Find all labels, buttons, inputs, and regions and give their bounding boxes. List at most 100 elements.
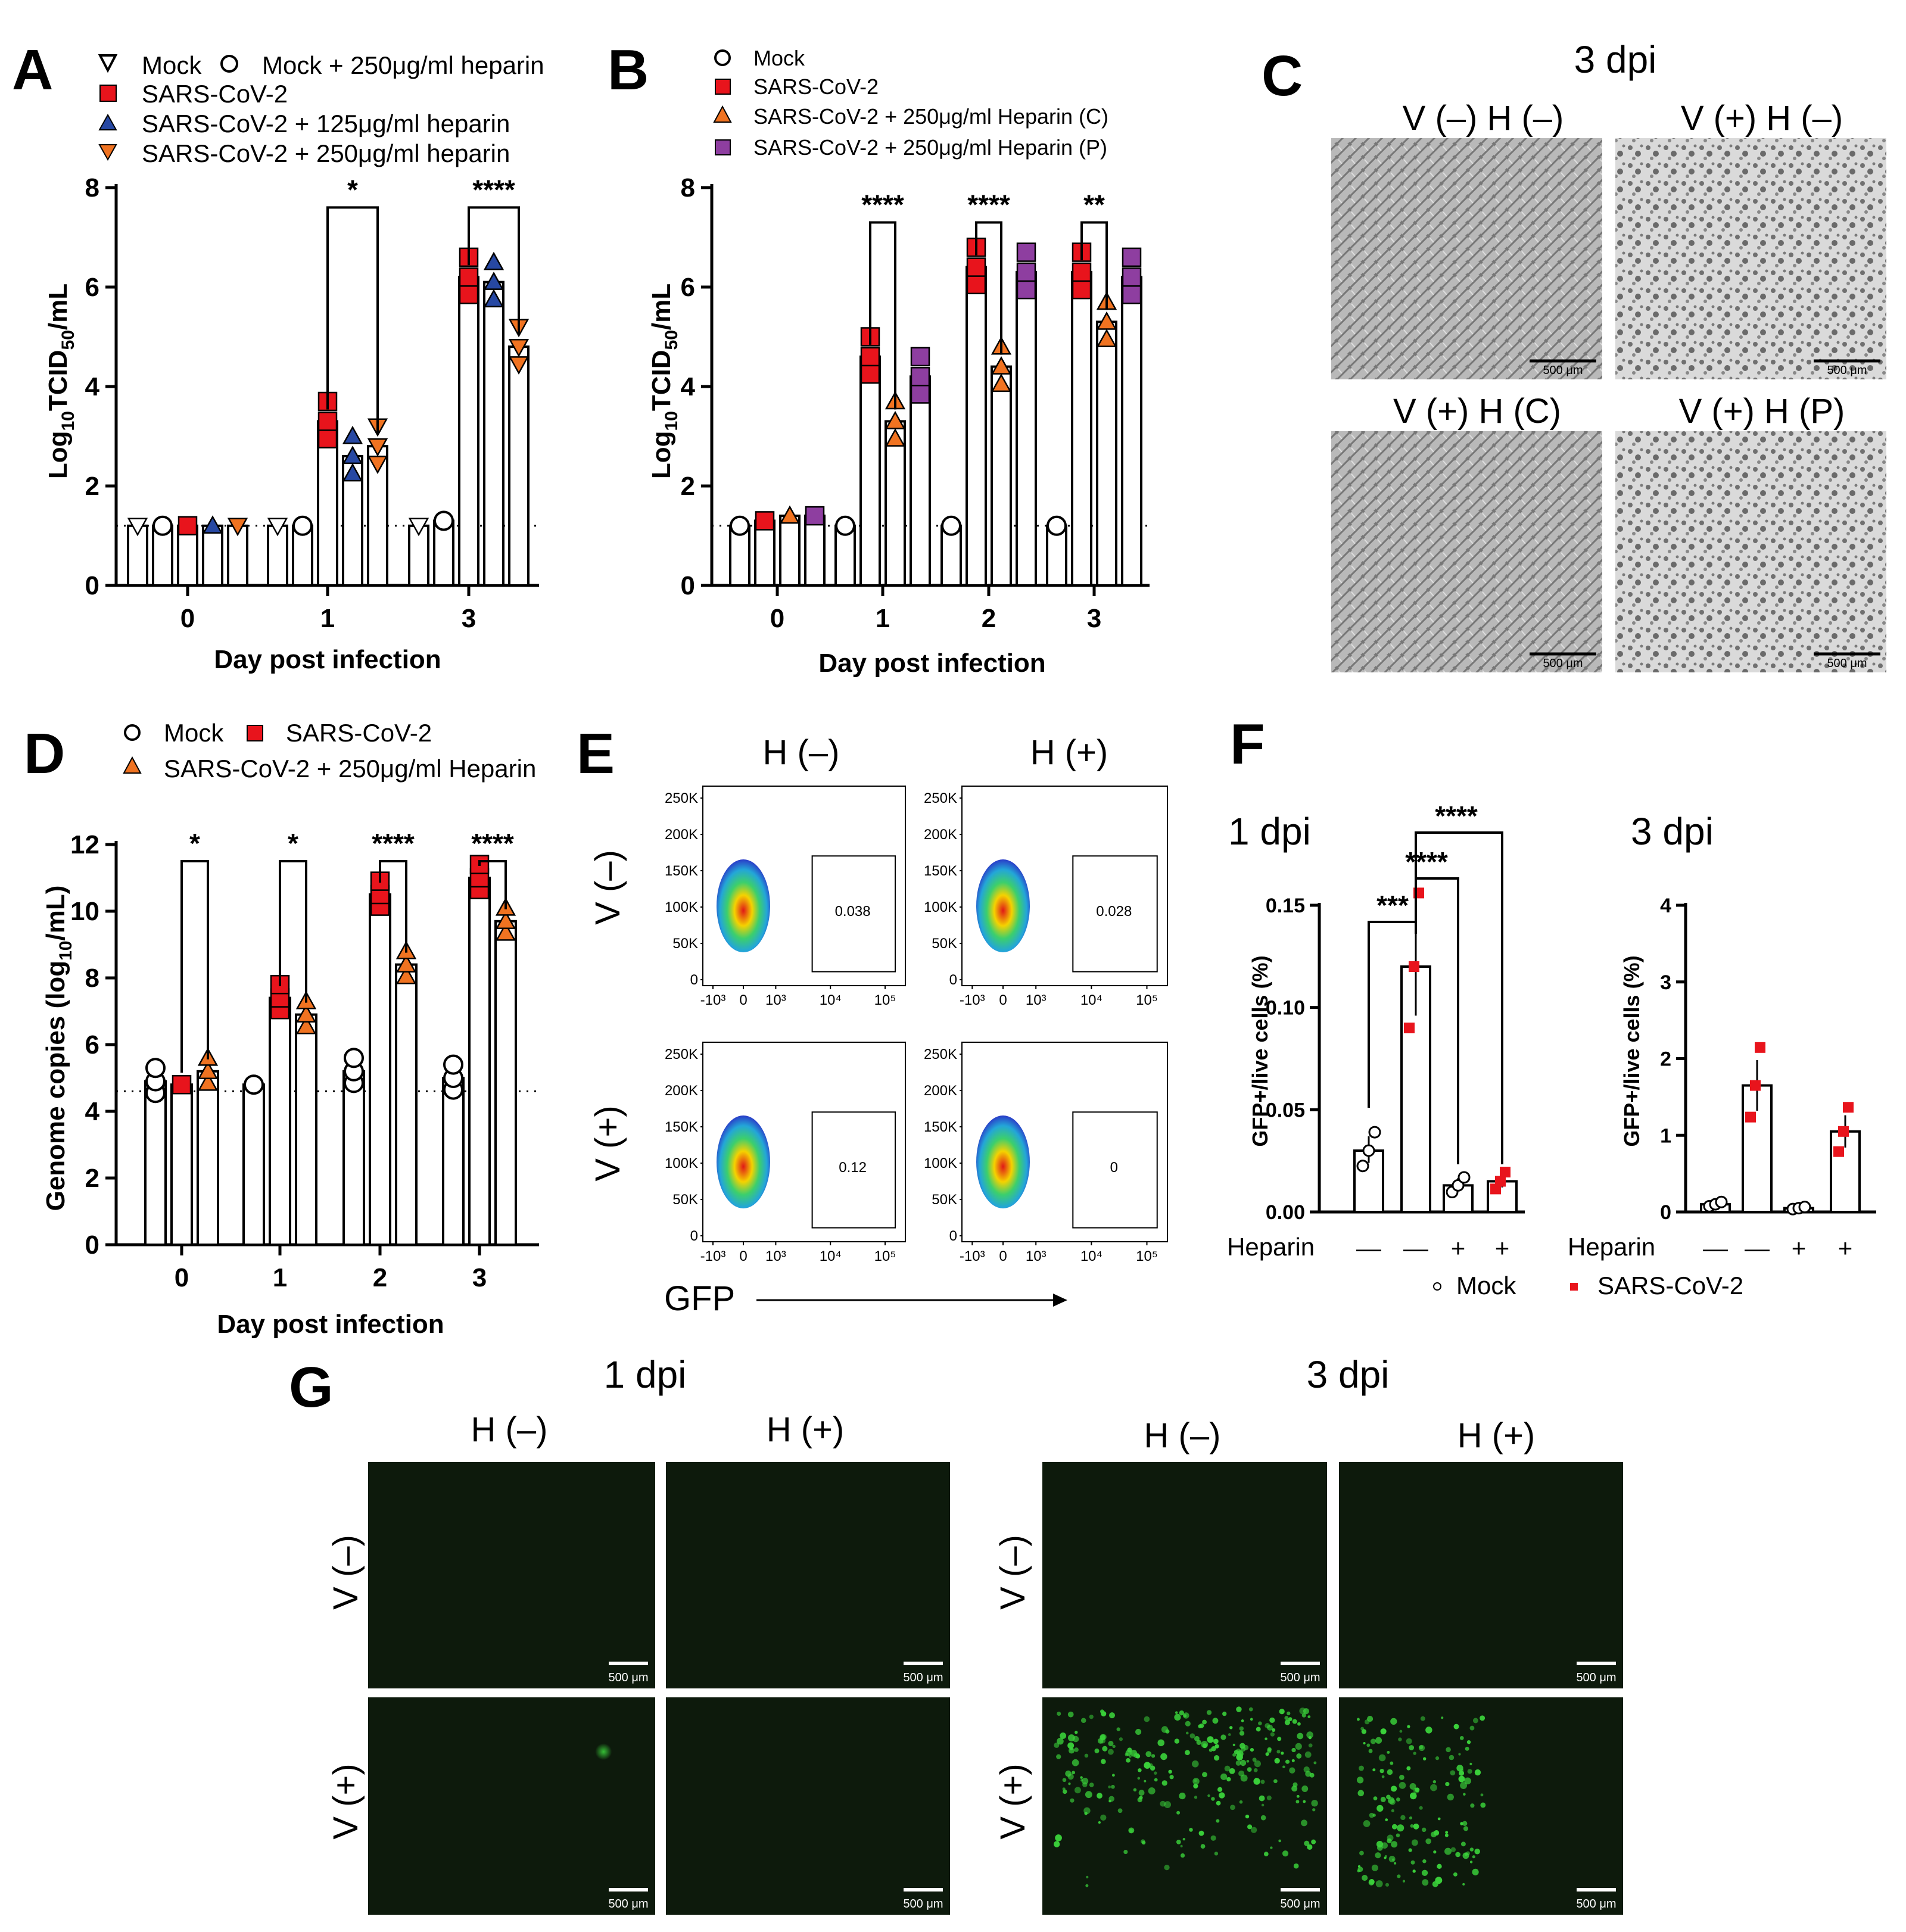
flow-density-cloud — [976, 1115, 1030, 1208]
data-point — [395, 954, 417, 973]
gfp-spot — [1229, 1768, 1235, 1774]
gfp-spot — [1169, 1775, 1174, 1780]
panel-e-col-2: H (+) — [1030, 733, 1108, 772]
data-point — [1715, 1195, 1728, 1208]
gfp-spot — [1256, 1727, 1260, 1732]
gfp-spot — [1094, 1748, 1100, 1753]
panel-g-col-3: H (–) — [1144, 1416, 1221, 1455]
gfp-spot — [1216, 1800, 1221, 1806]
gfp-spot — [1209, 1748, 1213, 1752]
gfp-spot — [1453, 1724, 1459, 1730]
gfp-gate — [1072, 855, 1158, 973]
bar — [1016, 270, 1037, 587]
gfp-spot — [1248, 1707, 1253, 1712]
panel-e-xaxis: GFP — [664, 1279, 735, 1318]
gfp-spot — [1282, 1850, 1289, 1857]
flow-x-tick-label: -10³ — [960, 992, 985, 1008]
gfp-spot — [1260, 1815, 1266, 1821]
gfp-spot — [1309, 1772, 1315, 1778]
heparin-label-2: Heparin — [1568, 1233, 1655, 1261]
bar — [804, 515, 826, 587]
gfp-spot — [1179, 1710, 1185, 1716]
data-point — [1016, 279, 1036, 300]
data-point — [1122, 247, 1142, 267]
legend-f-sars: SARS-CoV-2 — [1597, 1272, 1743, 1300]
y-tick-label: 0 — [1660, 1201, 1671, 1224]
data-point — [1798, 1201, 1811, 1214]
gfp-spot — [1241, 1719, 1244, 1722]
gfp-spot — [1213, 1755, 1220, 1761]
gfp-spot — [1250, 1827, 1257, 1833]
gfp-spot — [1265, 1752, 1269, 1756]
data-point — [910, 347, 930, 367]
gfp-spot — [1213, 1738, 1219, 1744]
data-point — [991, 356, 1012, 375]
bar — [197, 1070, 219, 1247]
gfp-spot — [1385, 1818, 1388, 1821]
gfp-spot — [1097, 1793, 1103, 1799]
gfp-spot — [1250, 1747, 1254, 1752]
bar — [202, 524, 223, 587]
data-point — [1356, 1160, 1369, 1173]
data-point — [483, 272, 504, 290]
flow-y-tick-label: 0 — [949, 1228, 957, 1244]
fluorescence-image — [368, 1462, 655, 1688]
gfp-spot — [1176, 1811, 1181, 1815]
gfp-spot — [1285, 1759, 1290, 1764]
data-point — [805, 506, 825, 526]
panel-g-row-4: V (+) — [994, 1763, 1032, 1839]
gfp-spot — [1116, 1727, 1120, 1731]
gfp-spot — [1392, 1858, 1395, 1861]
data-point — [730, 515, 750, 536]
y-tick-label: 4 — [85, 372, 100, 401]
gfp-spot — [1273, 1779, 1278, 1784]
gfp-spot — [1450, 1770, 1456, 1776]
gfp-spot — [1296, 1794, 1300, 1798]
gfp-spot — [1393, 1862, 1397, 1865]
flow-y-tick-label: 200K — [924, 1083, 957, 1099]
flow-x-tick-label: 10⁵ — [1136, 992, 1158, 1008]
gfp-spot — [1274, 1758, 1280, 1764]
gfp-spot — [1301, 1785, 1309, 1792]
gfp-spot — [1191, 1760, 1199, 1768]
panel-c-label-1: V (–) H (–) — [1403, 99, 1564, 138]
gfp-spot — [1445, 1782, 1450, 1787]
y-tick-label: 0.05 — [1266, 1099, 1305, 1121]
gfp-spot — [1247, 1824, 1253, 1830]
legend-b-sars: SARS-CoV-2 — [753, 74, 879, 99]
data-point — [1047, 515, 1067, 536]
gfp-spot — [1055, 1834, 1062, 1841]
gfp-spot — [1144, 1762, 1151, 1769]
gfp-spot — [1211, 1797, 1215, 1801]
gfp-spot — [1210, 1835, 1216, 1841]
panel-f: F 1 dpi 3 dpi 0.000.050.100.15— — + +******… — [1227, 712, 1876, 1300]
scale-bar-label: 500 μm — [1280, 1897, 1320, 1911]
fluorescence-image — [368, 1697, 655, 1915]
gfp-spot — [1406, 1766, 1411, 1771]
mock-marker — [98, 54, 118, 73]
gfp-spot — [1469, 1847, 1474, 1852]
y-tick-label: 4 — [681, 372, 696, 401]
scale-bar-label: 500 μm — [1827, 364, 1867, 377]
gfp-spot — [1270, 1732, 1275, 1737]
flow-x-tick-label: 10⁴ — [1080, 1248, 1103, 1264]
gfp-spot — [1053, 1841, 1060, 1847]
gfp-spot — [1222, 1711, 1227, 1716]
gfp-spot — [1125, 1750, 1132, 1756]
gfp-spot — [1065, 1770, 1072, 1777]
y-tick-label: 8 — [85, 173, 99, 202]
gfp-spot — [1359, 1850, 1364, 1856]
chart-a-xlabel: Day post infection — [214, 645, 441, 674]
gfp-spot — [1276, 1750, 1281, 1754]
bar — [834, 524, 856, 587]
gfp-spot — [1062, 1778, 1067, 1783]
gfp-spot — [1462, 1821, 1468, 1827]
gate-value: 0.028 — [1096, 903, 1132, 920]
flow-y-tick-label: 100K — [665, 899, 698, 915]
gfp-spot — [1462, 1883, 1465, 1886]
gfp-spot — [1376, 1805, 1384, 1812]
y-tick-label: 0 — [681, 571, 695, 600]
panel-c-label-2: V (+) H (–) — [1681, 99, 1843, 138]
gfp-spot — [1296, 1753, 1302, 1759]
chart-f-3dpi: 0 1 2 3 4 — — + + — [1660, 895, 1876, 1262]
